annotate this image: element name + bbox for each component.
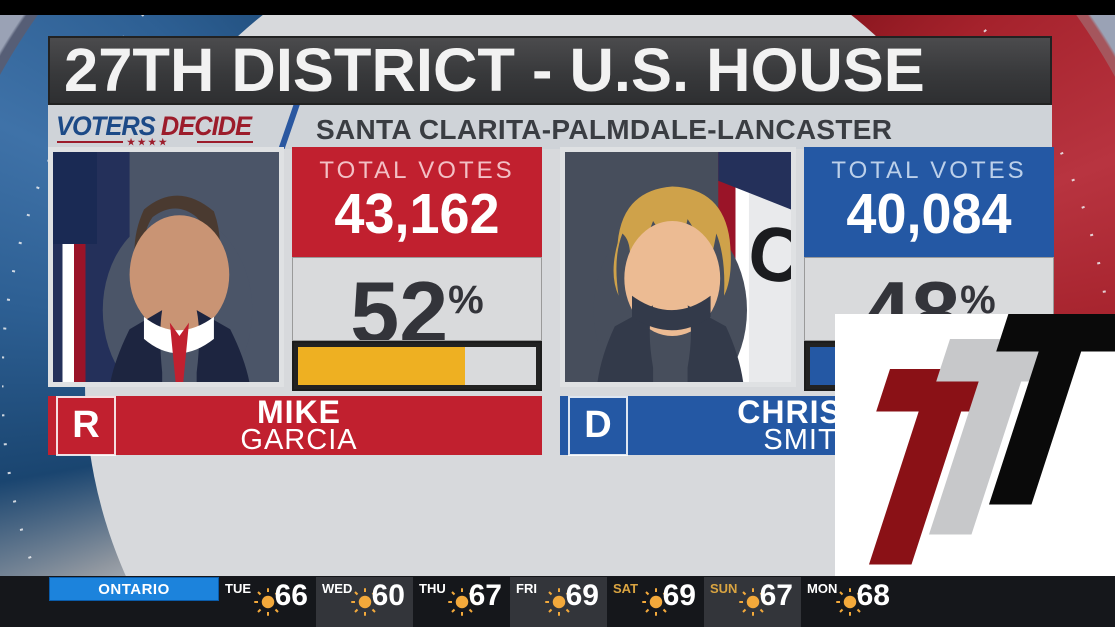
svg-text:★ ★ ★ ★: ★ ★ ★ ★ (127, 138, 168, 146)
